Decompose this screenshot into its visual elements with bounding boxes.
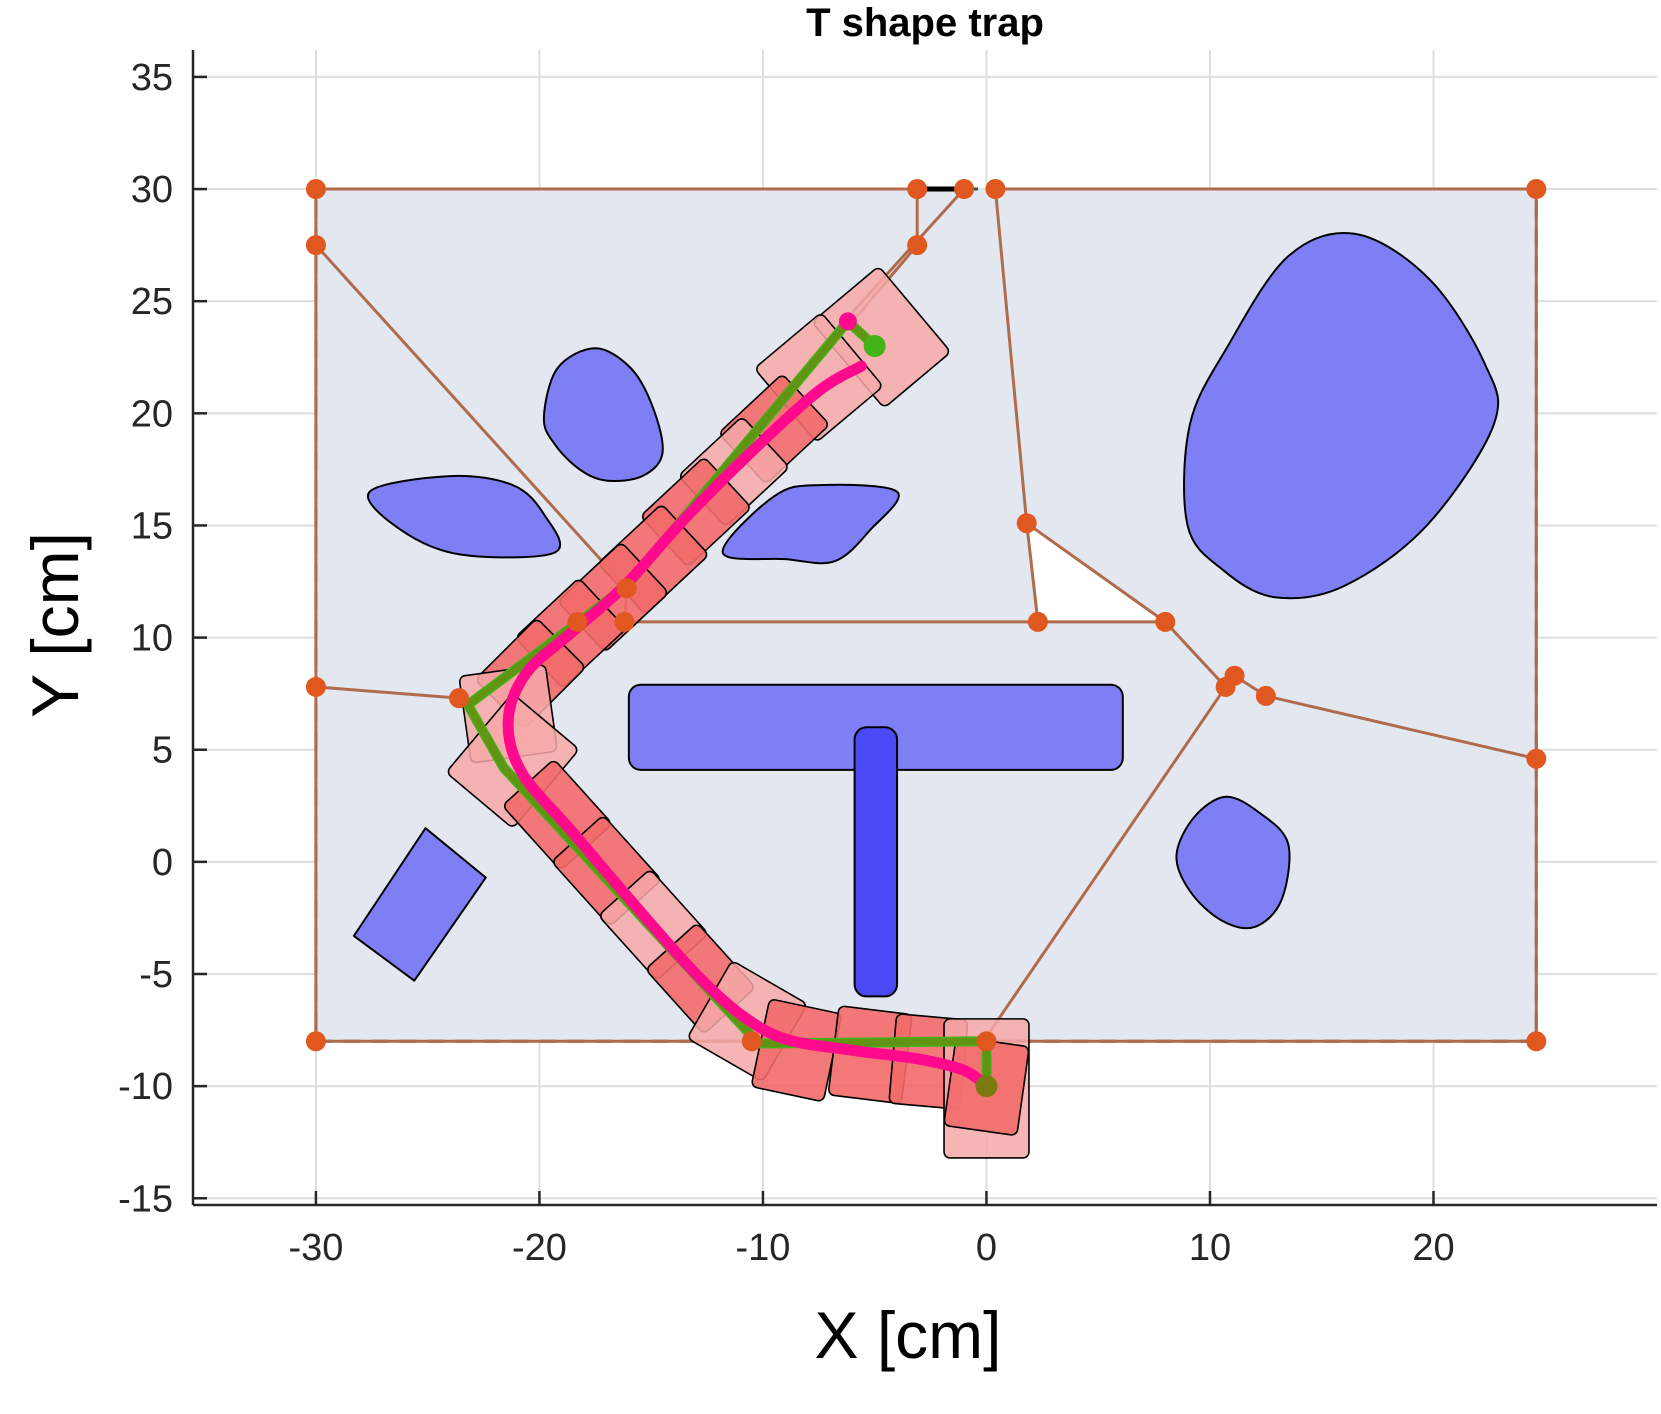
y-tick-label: 35 [131, 57, 173, 99]
roadmap-node [907, 179, 928, 200]
y-tick-label: -15 [118, 1178, 173, 1220]
x-axis-label: X [cm] [814, 1298, 1001, 1372]
y-tick-label: -10 [118, 1066, 173, 1108]
x-tick-label: 10 [1189, 1227, 1231, 1269]
path-start-marker [863, 335, 886, 358]
roadmap-node [907, 235, 928, 256]
axes: -30 -20 -10 0 10 20 -15 -10 -5 0 5 10 15 20 25 30 35 [118, 50, 1657, 1269]
y-tick-label: 25 [131, 281, 173, 323]
roadmap-edge [1025, 521, 1167, 624]
obstacle-tilted-rect [352, 827, 487, 982]
y-tick-label: 5 [152, 730, 173, 772]
x-tick-label: -10 [735, 1227, 790, 1269]
roadmap-node [1016, 513, 1037, 534]
roadmap-node [614, 611, 635, 632]
y-axis-label: Y [cm] [18, 532, 92, 718]
roadmap-node [305, 1031, 326, 1052]
roadmap-node [616, 578, 637, 599]
roadmap-node [976, 1031, 997, 1052]
roadmap-node [985, 179, 1006, 200]
obstacles [352, 232, 1500, 998]
y-tick-label: 30 [131, 169, 173, 211]
smoothed-path [502, 360, 992, 1092]
path-start-marker-alt [838, 312, 857, 331]
roadmap-nodes [305, 179, 1547, 1052]
obstacle-blob-upper-left [542, 347, 664, 482]
obstacle-leaf-left [366, 474, 562, 559]
roadmap-edge [1265, 694, 1537, 761]
roadmap-node [1027, 611, 1048, 632]
roadmap-node [1526, 1031, 1547, 1052]
x-tick-label: -20 [512, 1227, 567, 1269]
x-tick-label: 0 [976, 1227, 997, 1269]
y-tick-label: 0 [152, 842, 173, 884]
roadmap-edge [993, 188, 1029, 524]
obstacle-large-blob-right [1183, 232, 1500, 600]
roadmap-node [305, 235, 326, 256]
roadmap-node [305, 676, 326, 697]
roadmap-edge [985, 686, 1227, 1038]
obstacle-blob-lower-right [1175, 795, 1291, 930]
x-tick-label: -30 [288, 1227, 343, 1269]
roadmap-edge [315, 685, 460, 700]
roadmap-node [741, 1031, 762, 1052]
x-tick-label: 20 [1412, 1227, 1454, 1269]
chart-title: T shape trap [806, 1, 1044, 45]
roadmap-edge [314, 244, 628, 590]
roadmap-node [567, 611, 588, 632]
roadmap-node [448, 688, 469, 709]
roadmap-node [1155, 611, 1176, 632]
roadmap-edge [1025, 523, 1040, 623]
y-tick-label: 15 [131, 505, 173, 547]
obstacle-leaf-center [721, 483, 900, 565]
roadmap-node [1224, 665, 1245, 686]
reference-path-overlay [464, 317, 990, 1090]
y-tick-label: -5 [139, 954, 173, 996]
roadmap-node [305, 179, 326, 200]
path-goal-marker [975, 1075, 998, 1098]
roadmap-node [1526, 748, 1547, 769]
obstacle-t-stem [853, 726, 899, 998]
y-tick-label: 20 [131, 393, 173, 435]
roadmap-node [1255, 685, 1276, 706]
roadmap-node [1526, 179, 1547, 200]
roadmap-edge [1164, 620, 1227, 688]
y-tick-label: 10 [131, 618, 173, 660]
roadmap-node [954, 179, 975, 200]
